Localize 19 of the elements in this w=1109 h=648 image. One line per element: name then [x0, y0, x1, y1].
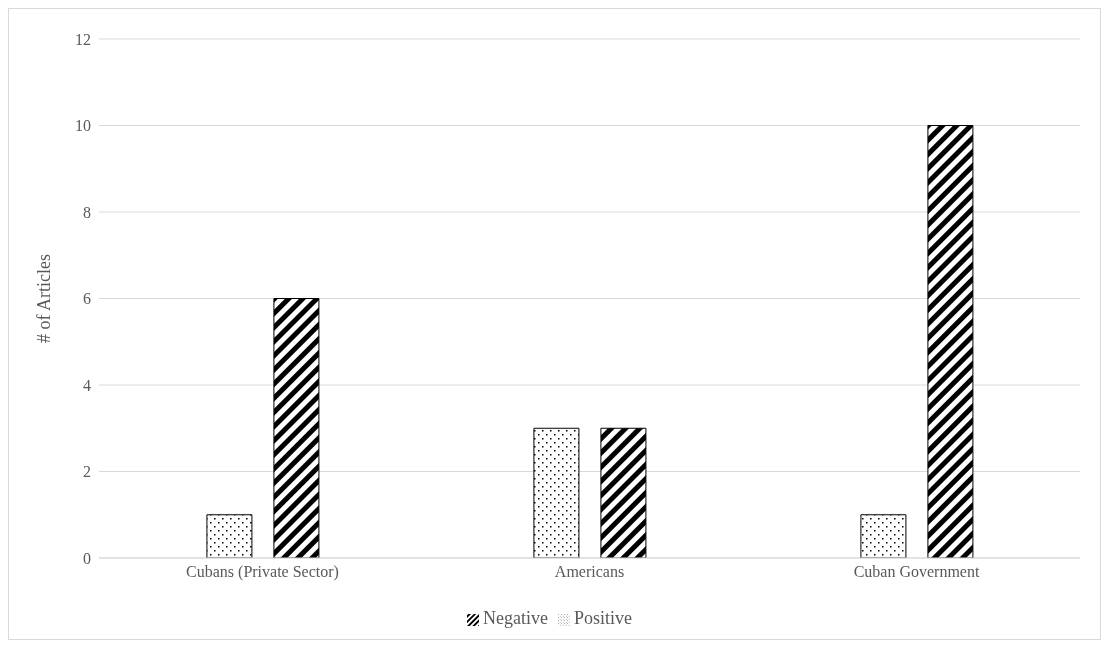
bar [206, 514, 253, 558]
legend-label: Negative [483, 608, 548, 628]
bar [273, 298, 320, 558]
bar [600, 427, 647, 558]
y-tick-label: 6 [83, 290, 91, 308]
x-tick-label: Cubans (Private Sector) [186, 563, 339, 582]
y-tick-label: 8 [83, 203, 91, 221]
x-tick-label: Cuban Government [853, 563, 980, 581]
legend-label: Positive [573, 608, 632, 628]
bar [533, 427, 580, 558]
y-tick-label: 2 [83, 463, 91, 481]
bar [927, 125, 974, 558]
bar [860, 514, 907, 558]
y-tick-label: 10 [75, 117, 91, 135]
y-axis-title: # of Articles [34, 254, 55, 343]
y-tick-label: 4 [83, 376, 91, 394]
x-tick-label: Americans [554, 563, 625, 581]
y-tick-label: 12 [75, 30, 91, 48]
y-tick-label: 0 [83, 549, 91, 567]
